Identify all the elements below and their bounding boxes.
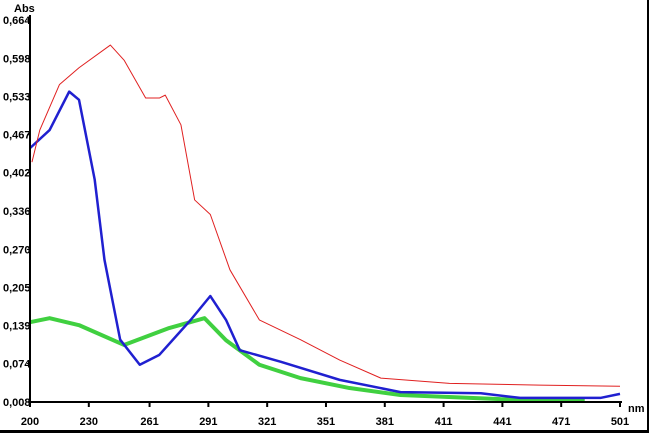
series-line-blue (29, 90, 621, 400)
x-tick-label: 381 (376, 416, 394, 428)
x-tick-label: 291 (199, 416, 217, 428)
y-tick-label: 0,139 (3, 321, 31, 333)
x-axis-label: nm (628, 403, 645, 415)
x-tick-label: 321 (258, 416, 276, 428)
series-line-red (31, 44, 621, 387)
x-tick-label: 200 (21, 416, 39, 428)
y-tick-label: 0,008 (3, 397, 31, 409)
x-tick-label: 351 (317, 416, 335, 428)
y-axis-label: Abs (14, 3, 35, 15)
x-tick-label: 441 (493, 416, 511, 428)
series-line-green (29, 316, 585, 403)
y-tick-label: 0,598 (3, 53, 31, 65)
x-tick-label: 230 (80, 416, 98, 428)
x-tick-label: 471 (552, 416, 570, 428)
y-tick-label: 0,336 (3, 206, 31, 218)
x-tick-label: 501 (611, 416, 629, 428)
x-tick-label: 261 (140, 416, 158, 428)
y-tick-label: 0,467 (3, 130, 31, 142)
y-tick-label: 0,533 (3, 91, 31, 103)
y-tick-label: 0,270 (3, 244, 31, 256)
x-tick-label: 411 (435, 416, 453, 428)
y-tick-label: 0,074 (3, 359, 31, 371)
y-tick-label: 0,664 (3, 15, 31, 27)
y-tick-label: 0,402 (3, 168, 31, 180)
y-tick-label: 0,205 (3, 282, 31, 294)
